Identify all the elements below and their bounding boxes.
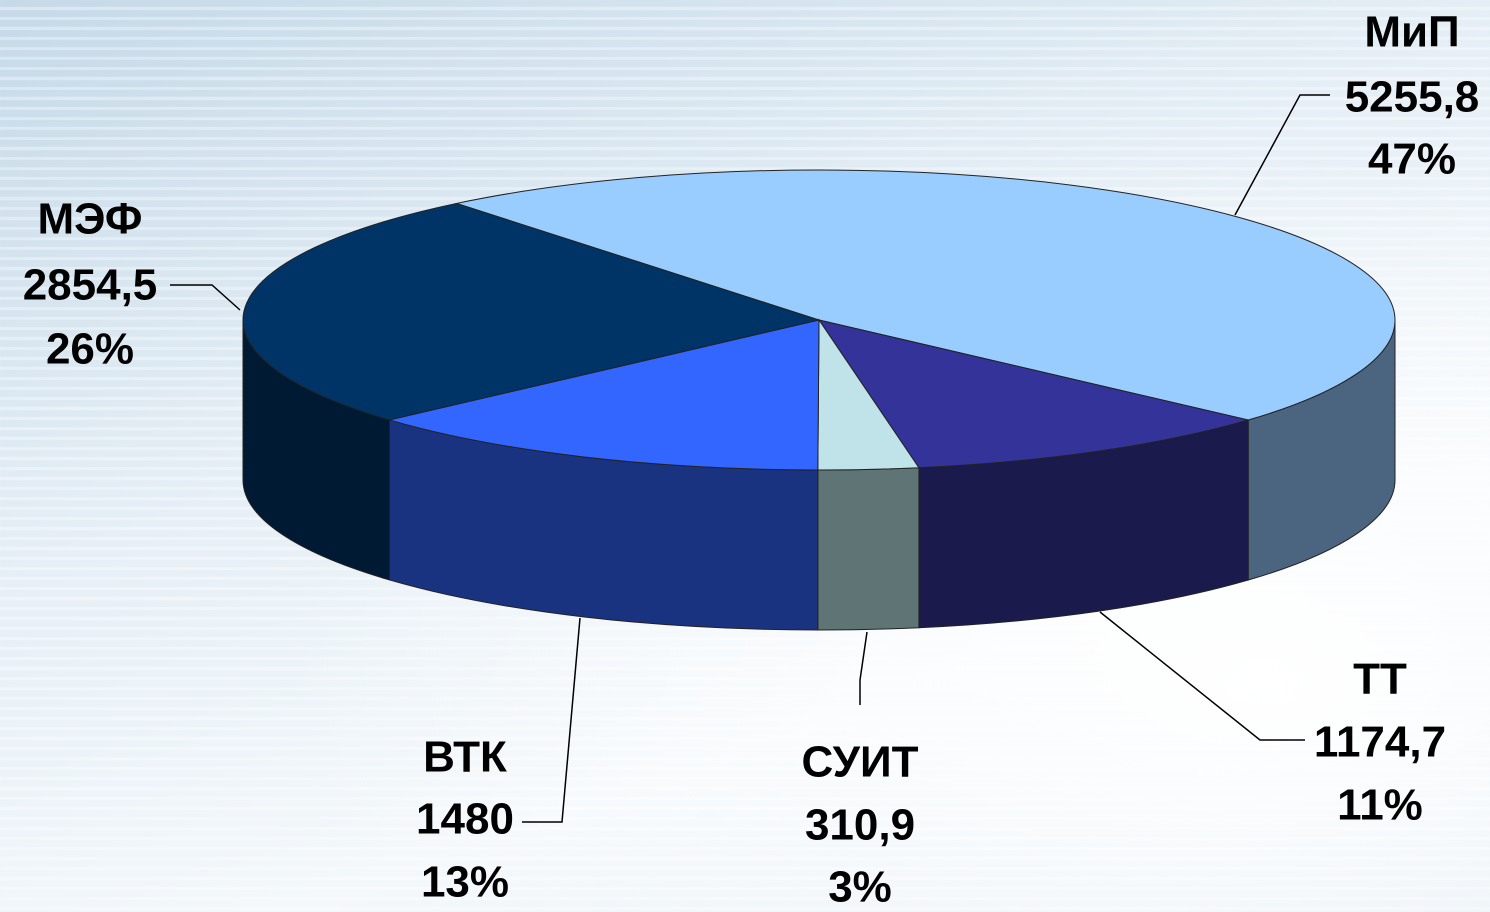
leader-line [170, 284, 241, 311]
category-label: МиП [1364, 8, 1459, 57]
slice [242, 202, 821, 421]
category-label: ВТК [423, 733, 507, 782]
category-label: ТТ [1353, 655, 1407, 704]
slice [817, 319, 1251, 469]
slice [387, 319, 820, 471]
value-label: 2854,5 [23, 261, 158, 310]
percent-label: 47% [1368, 135, 1456, 184]
value-label: 5255,8 [1345, 73, 1480, 122]
percent-label: 26% [46, 325, 134, 374]
leader-line [1234, 94, 1330, 216]
leader-line [522, 617, 581, 823]
value-label: 1480 [416, 795, 514, 844]
category-label: СУИТ [801, 738, 918, 787]
value-label: 310,9 [805, 801, 915, 850]
percent-label: 13% [421, 858, 509, 907]
leader-line [1099, 611, 1305, 741]
percent-label: 11% [1337, 781, 1423, 830]
percent-label: 3% [828, 863, 892, 912]
category-label: МЭФ [38, 195, 143, 244]
leader-line [859, 631, 868, 705]
slice [454, 169, 1396, 421]
slice-side [817, 467, 920, 631]
value-label: 1174,7 [1314, 718, 1446, 767]
